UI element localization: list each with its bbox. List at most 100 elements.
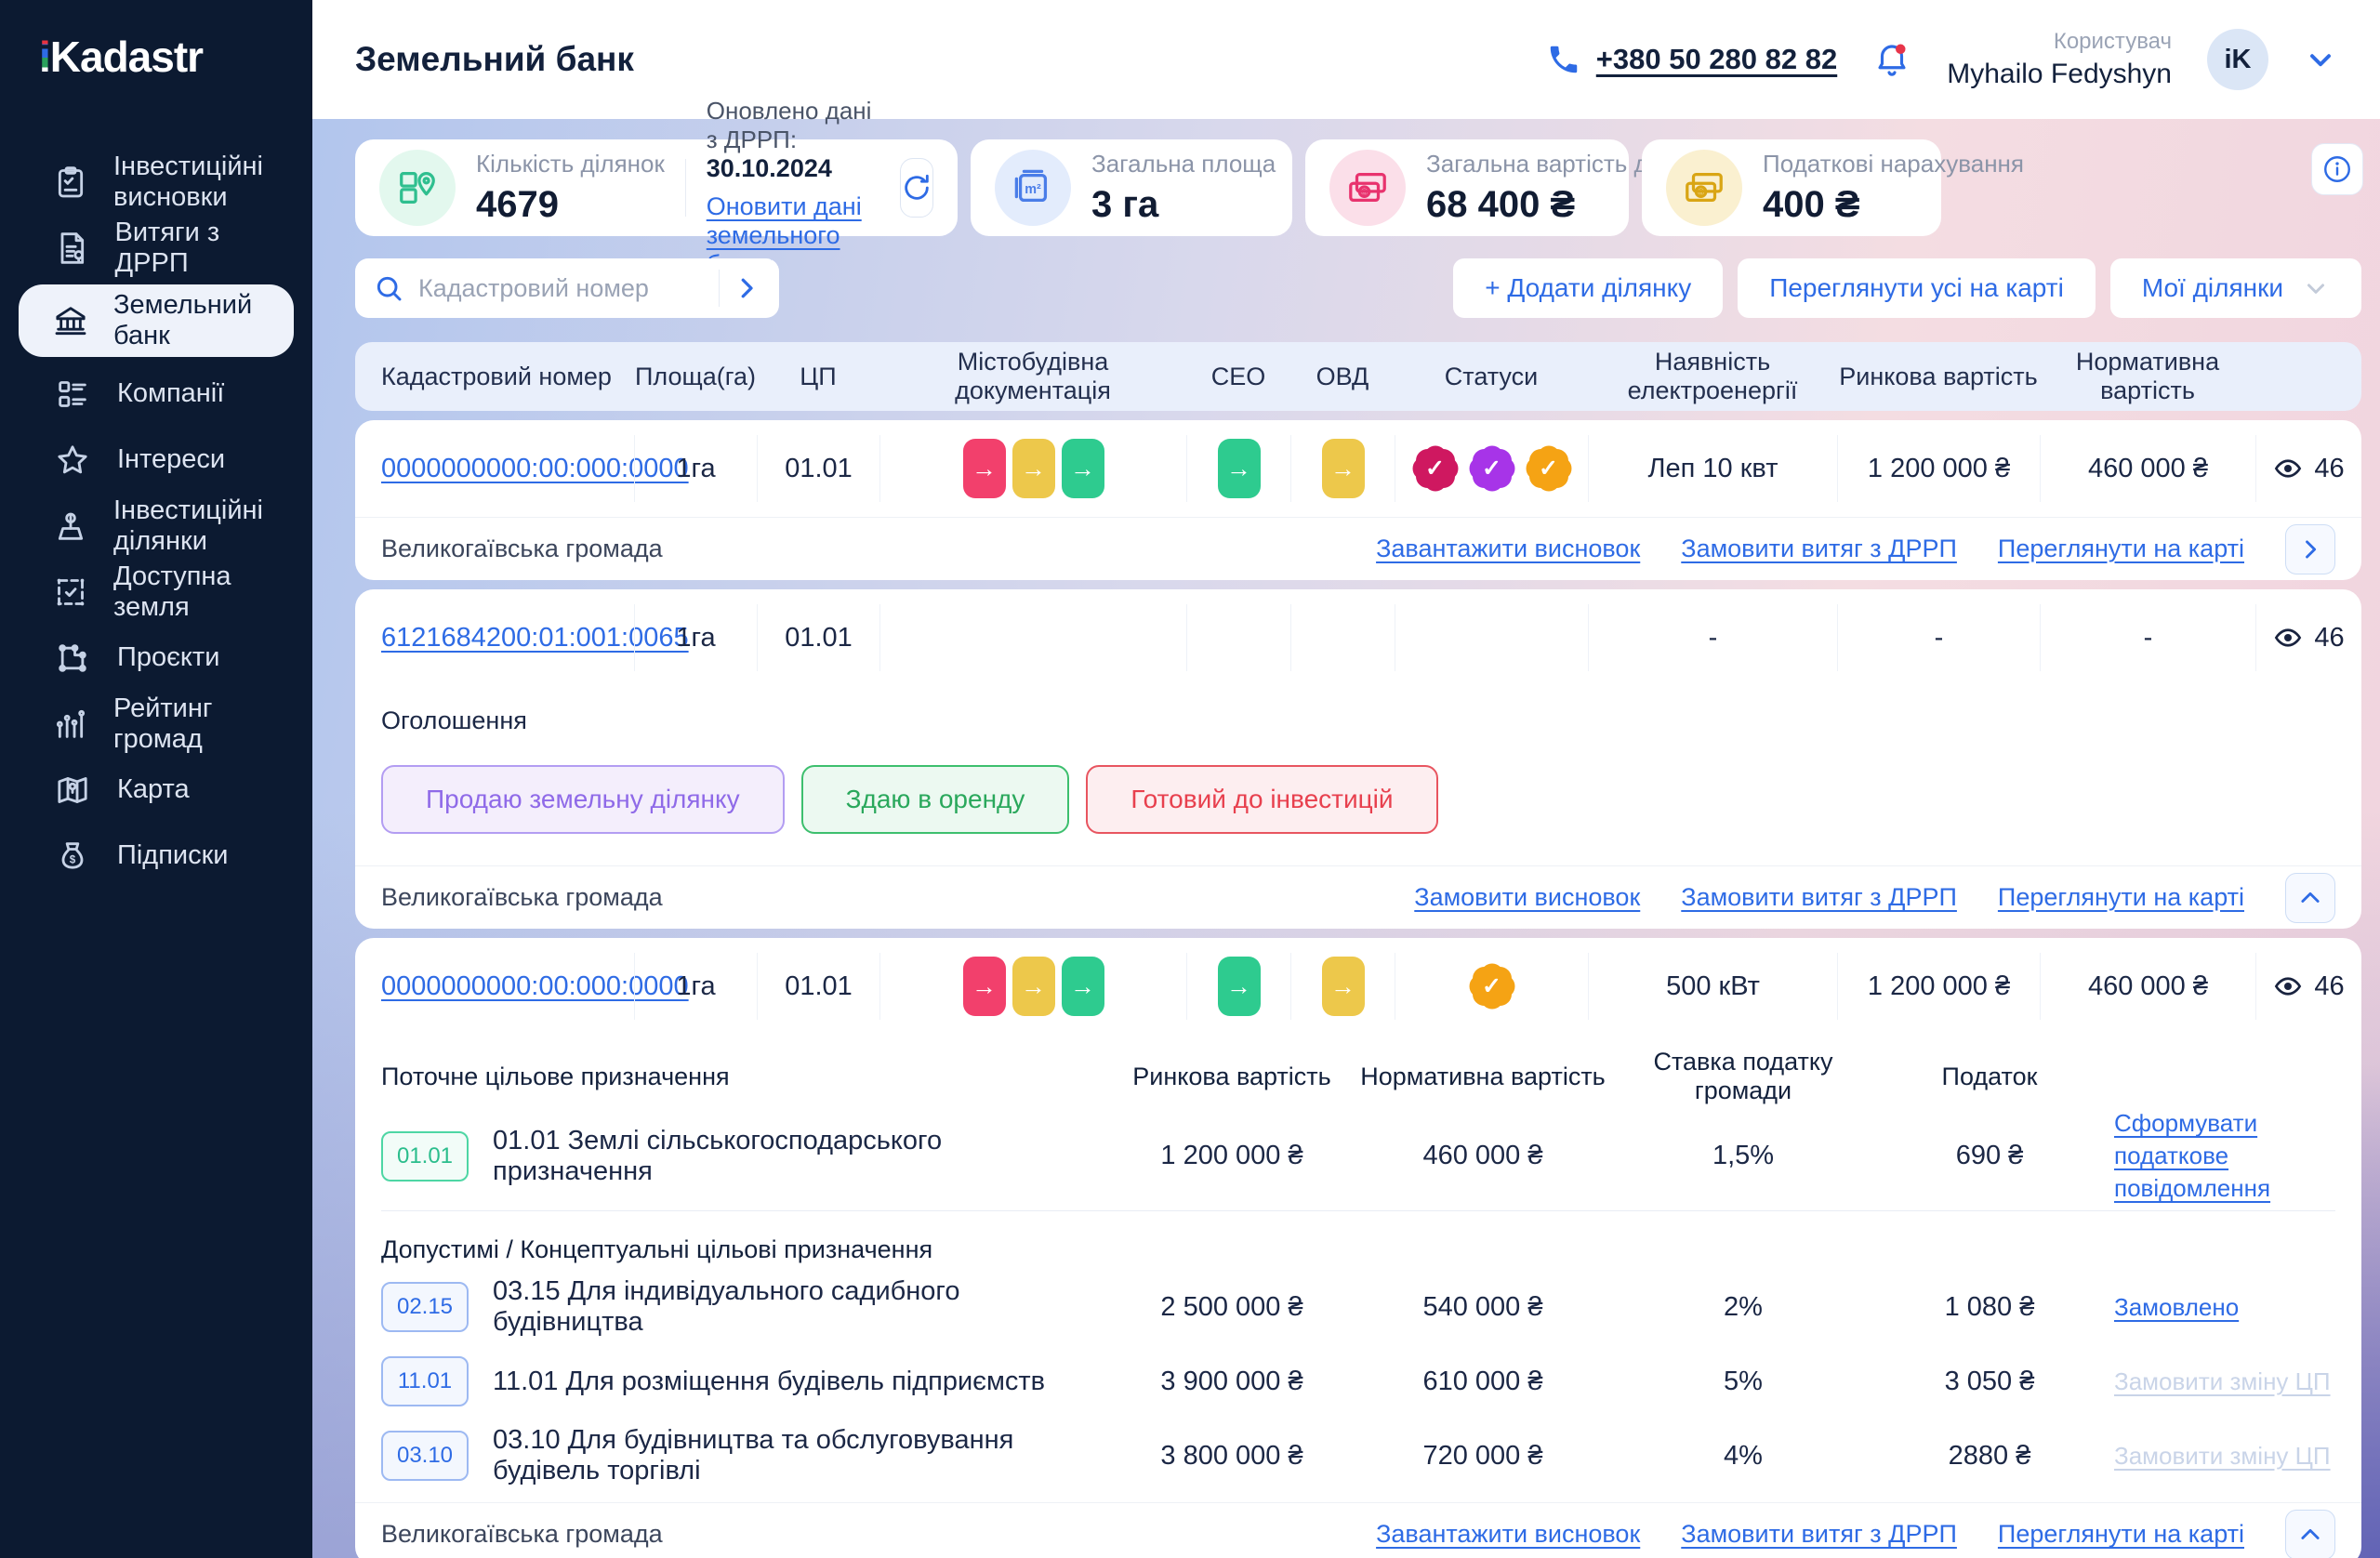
order-conclusion-link[interactable]: Замовити висновок	[1414, 883, 1640, 912]
collapse-row-button[interactable]	[2285, 1510, 2335, 1558]
electricity-cell: -	[1588, 604, 1837, 671]
table-row: 6121684200:01:001:0065 1га 01.01 - - - 4…	[355, 589, 2361, 929]
sidebar-item-projects[interactable]: Проєкти	[0, 625, 312, 691]
urban-doc-cell	[879, 435, 1186, 502]
announcements-label: Оголошення	[381, 706, 2335, 735]
order-purpose-change-link[interactable]: Замовити зміну ЦП	[2114, 1366, 2331, 1398]
views-count: 46	[2314, 454, 2344, 484]
notifications-bell-icon[interactable]	[1872, 40, 1911, 79]
sidebar-item-investment-plots[interactable]: Інвестиційні ділянки	[0, 493, 312, 559]
column-header: Статуси	[1395, 363, 1588, 391]
view-on-map-link[interactable]: Переглянути на карті	[1998, 883, 2244, 912]
order-drrp-extract-link[interactable]: Замовити витяг з ДРРП	[1681, 883, 1957, 912]
status-seal-crimson-icon[interactable]	[1411, 444, 1460, 493]
market-value: 1 200 000 ₴	[1106, 1141, 1357, 1171]
ovd-badge-yellow[interactable]	[1322, 957, 1365, 1016]
sidebar-item-interests[interactable]: Інтереси	[0, 427, 312, 493]
ordered-link[interactable]: Замовлено	[2114, 1291, 2239, 1324]
bar-chart-icon	[52, 704, 89, 745]
sidebar: iKadastr Інвестиційні висновки Витяги з …	[0, 0, 312, 1558]
sidebar-item-available-land[interactable]: Доступна земля	[0, 559, 312, 625]
column-header: Кадастровий номер	[355, 363, 634, 391]
doc-badge-yellow[interactable]	[1012, 957, 1055, 1016]
purpose-code-badge: 02.15	[381, 1282, 469, 1332]
sidebar-item-label: Рейтинг громад	[113, 693, 290, 755]
market-value: 3 800 000 ₴	[1106, 1441, 1357, 1472]
stat-value: 3 га	[1091, 184, 1276, 226]
chevron-down-icon	[2302, 274, 2330, 302]
view-on-map-link[interactable]: Переглянути на карті	[1998, 535, 2244, 563]
stat-value: 400 ₴	[1763, 184, 2024, 226]
info-button[interactable]	[2311, 143, 2363, 195]
sidebar-item-companies[interactable]: Компанії	[0, 361, 312, 427]
stat-label: Загальна площа	[1091, 150, 1276, 178]
column-header: Нормативна вартість	[2040, 348, 2255, 405]
doc-badge-green[interactable]	[1062, 439, 1104, 498]
page-title: Земельний банк	[355, 40, 634, 79]
search-submit-button[interactable]	[720, 264, 774, 312]
download-conclusion-link[interactable]: Завантажити висновок	[1376, 1520, 1640, 1549]
views-count: 46	[2314, 971, 2344, 1002]
eye-icon	[2273, 971, 2303, 1001]
sidebar-item-subscriptions[interactable]: $ Підписки	[0, 823, 312, 889]
column-header: Містобудівна документація	[879, 348, 1186, 405]
view-on-map-link[interactable]: Переглянути на карті	[1998, 1520, 2244, 1549]
user-menu-chevron-icon[interactable]	[2304, 43, 2337, 76]
refresh-button[interactable]	[900, 158, 933, 218]
phone-link[interactable]: +380 50 280 82 82	[1546, 42, 1837, 77]
bank-icon	[52, 300, 89, 341]
seo-cell	[1186, 953, 1290, 1020]
tag-selling-parcel[interactable]: Продаю земельну ділянку	[381, 765, 785, 834]
doc-badge-red[interactable]	[963, 439, 1006, 498]
view-all-on-map-button[interactable]: Переглянути усі на карті	[1738, 258, 2096, 318]
status-seal-purple-icon[interactable]	[1468, 444, 1516, 493]
my-parcels-dropdown[interactable]: Мої ділянки	[2110, 258, 2361, 318]
normative-value-cell: 460 000 ₴	[2040, 435, 2255, 502]
avatar[interactable]: iK	[2207, 29, 2268, 90]
phone-number: +380 50 280 82 82	[1596, 43, 1837, 76]
eye-icon	[2273, 623, 2303, 653]
seo-badge-green[interactable]	[1218, 957, 1261, 1016]
order-purpose-change-link[interactable]: Замовити зміну ЦП	[2114, 1440, 2331, 1472]
stat-label: Кількість ділянок	[476, 150, 665, 178]
order-drrp-extract-link[interactable]: Замовити витяг з ДРРП	[1681, 1520, 1957, 1549]
seo-cell	[1186, 435, 1290, 502]
market-value-cell: -	[1837, 604, 2040, 671]
user-info[interactable]: Користувач Myhailo Fedyshyn	[1947, 29, 2172, 90]
status-seal-orange-icon[interactable]	[1525, 444, 1573, 493]
sidebar-item-map[interactable]: Карта	[0, 757, 312, 823]
document-extract-icon	[52, 228, 91, 269]
search-input[interactable]	[418, 274, 719, 303]
collapse-row-button[interactable]	[2285, 873, 2335, 923]
order-drrp-extract-link[interactable]: Замовити витяг з ДРРП	[1681, 535, 1957, 563]
normative-value: 540 000 ₴	[1357, 1292, 1608, 1323]
market-value: 3 900 000 ₴	[1106, 1367, 1357, 1397]
area-cell: 1га	[634, 435, 757, 502]
stat-card-total-area: m² Загальна площа 3 га	[971, 139, 1292, 236]
generate-tax-notice-link[interactable]: Сформувати податкове повідомлення	[2114, 1107, 2335, 1205]
doc-badge-yellow[interactable]	[1012, 439, 1055, 498]
sidebar-item-drrp-extracts[interactable]: Витяги з ДРРП	[0, 215, 312, 281]
sidebar-item-investment-conclusions[interactable]: Інвестиційні висновки	[0, 149, 312, 215]
tax-amount: 3 050 ₴	[1878, 1367, 2101, 1397]
ovd-badge-yellow[interactable]	[1322, 439, 1365, 498]
sidebar-item-community-rating[interactable]: Рейтинг громад	[0, 691, 312, 757]
sidebar-item-land-bank[interactable]: Земельний банк	[19, 284, 294, 357]
my-parcels-label: Мої ділянки	[2142, 273, 2283, 303]
doc-badge-green[interactable]	[1062, 957, 1104, 1016]
download-conclusion-link[interactable]: Завантажити висновок	[1376, 535, 1640, 563]
expand-row-button[interactable]	[2285, 524, 2335, 574]
sidebar-item-label: Інвестиційні ділянки	[113, 495, 290, 557]
column-header: Податок	[1878, 1063, 2101, 1091]
tag-for-rent[interactable]: Здаю в оренду	[801, 765, 1070, 834]
seo-badge-green[interactable]	[1218, 439, 1261, 498]
allowed-purpose-row: 02.15 03.15 Для індивідуального садибног…	[381, 1270, 2335, 1344]
doc-badge-red[interactable]	[963, 957, 1006, 1016]
add-parcel-button[interactable]: + Додати ділянку	[1453, 258, 1723, 318]
announcements-section: Оголошення Продаю земельну ділянку Здаю …	[355, 686, 2361, 865]
tax-rate: 1,5%	[1608, 1141, 1878, 1171]
tag-ready-for-investment[interactable]: Готовий до інвестицій	[1086, 765, 1437, 834]
allowed-purpose-row: 11.01 11.01 Для розміщення будівель підп…	[381, 1344, 2335, 1419]
status-seal-orange-icon[interactable]	[1468, 962, 1516, 1010]
money-icon: $	[1666, 150, 1742, 226]
